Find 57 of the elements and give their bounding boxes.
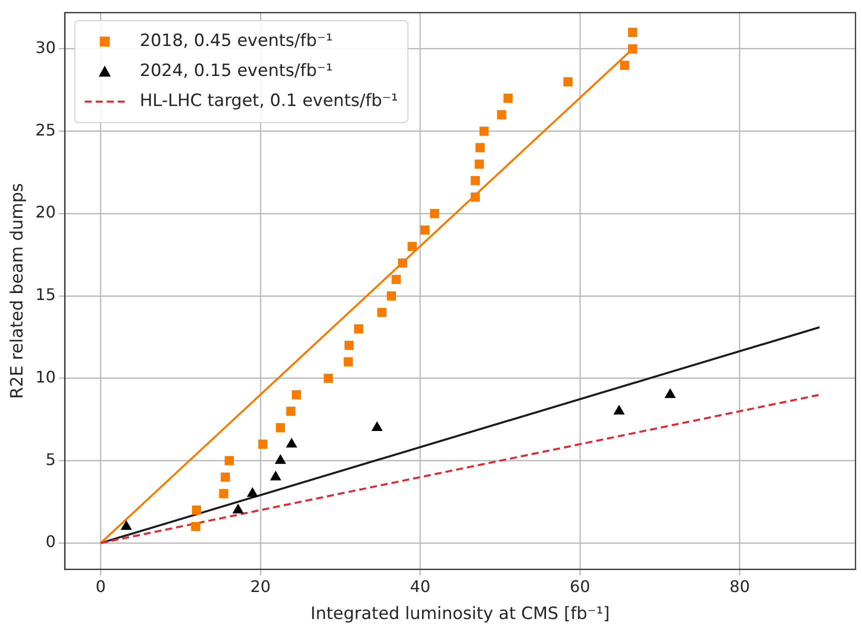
point — [286, 438, 298, 448]
point — [398, 258, 408, 268]
point — [420, 225, 430, 235]
y-tick-label: 15 — [35, 285, 56, 304]
point — [344, 357, 353, 366]
y-axis-title: R2E related beam dumps — [8, 183, 28, 399]
x-tick-label: 40 — [410, 577, 430, 596]
point — [354, 324, 364, 334]
point — [497, 110, 506, 120]
x-tick-label: 60 — [570, 577, 590, 596]
point — [292, 390, 301, 400]
point — [392, 274, 401, 284]
point — [430, 208, 440, 218]
point — [408, 242, 417, 252]
point — [377, 308, 386, 318]
point — [274, 454, 286, 464]
point — [324, 374, 333, 383]
y-tick-label: 0 — [46, 532, 56, 552]
y-tick-label: 5 — [46, 450, 56, 469]
point — [120, 520, 132, 530]
point — [620, 60, 630, 70]
point — [613, 404, 625, 415]
point — [503, 94, 513, 103]
y-tick-label: 10 — [35, 367, 56, 386]
legend-label: 2024, 0.15 events/fb⁻¹ — [140, 61, 333, 82]
y-tick-label: 25 — [35, 120, 56, 140]
y-tick-label: 20 — [35, 202, 56, 222]
x-tick-label: 0 — [96, 577, 106, 596]
point — [371, 421, 383, 431]
x-tick-label: 80 — [730, 577, 750, 596]
point — [224, 456, 234, 466]
point — [220, 472, 230, 482]
point — [270, 470, 282, 480]
point — [276, 423, 286, 432]
legend-label: 2018, 0.45 events/fb⁻¹ — [140, 31, 333, 52]
point — [563, 77, 573, 86]
point — [286, 406, 296, 416]
point — [664, 388, 676, 398]
point — [258, 440, 268, 449]
point — [628, 44, 638, 54]
point — [192, 506, 202, 515]
y-tick-label: 30 — [35, 38, 56, 57]
x-tick-label: 20 — [250, 577, 271, 596]
point — [628, 28, 638, 37]
point — [191, 522, 200, 532]
point — [474, 160, 484, 169]
point — [476, 143, 485, 152]
point — [470, 192, 480, 202]
point — [344, 340, 354, 350]
point — [479, 126, 489, 136]
x-axis-title: Integrated luminosity at CMS [fb⁻¹] — [310, 604, 610, 624]
point — [386, 291, 396, 301]
legend-label: HL-LHC target, 0.1 events/fb⁻¹ — [140, 91, 398, 112]
point — [470, 176, 480, 186]
point — [219, 489, 228, 498]
point — [232, 504, 244, 514]
point — [246, 487, 258, 497]
